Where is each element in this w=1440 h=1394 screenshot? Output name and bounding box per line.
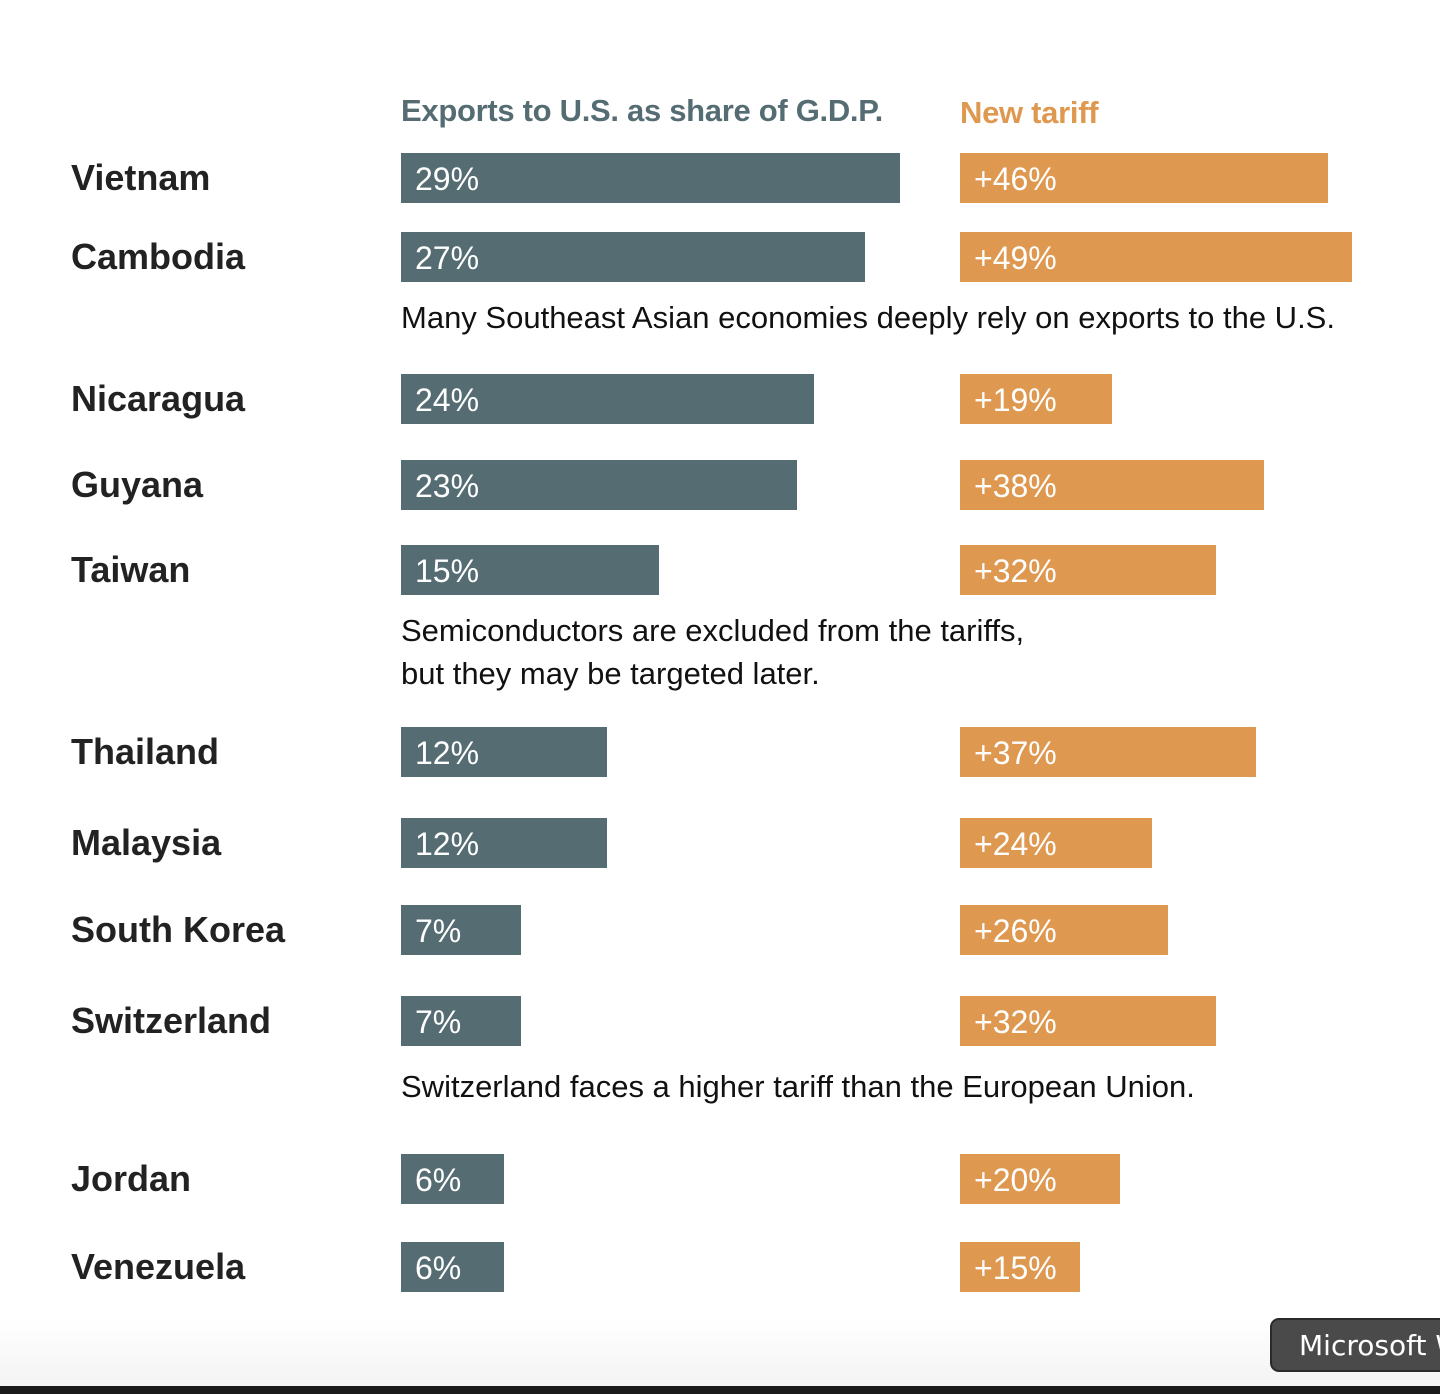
exports-value-south-korea: 7% [415,913,462,949]
exports-value-thailand: 12% [415,735,480,771]
tariff-value-venezuela: +15% [974,1250,1057,1286]
exports-bar-nicaragua: 24% [401,374,814,424]
tariff-value-thailand: +37% [974,735,1057,771]
tariff-value-south-korea: +26% [974,913,1057,949]
exports-bar-cambodia: 27% [401,232,865,282]
country-label-jordan: Jordan [71,1158,192,1199]
tariff-bar-cambodia: +49% [960,232,1352,282]
exports-value-nicaragua: 24% [415,382,480,418]
tariff-bar-jordan: +20% [960,1154,1120,1204]
tariff-bar-vietnam: +46% [960,153,1328,203]
tariff-value-switzerland: +32% [974,1004,1057,1040]
tariff-value-guyana: +38% [974,468,1057,504]
page-bottom-edge [0,1386,1440,1394]
annotation-3: Switzerland faces a higher tariff than t… [401,1069,1195,1104]
country-label-switzerland: Switzerland [71,1000,272,1041]
exports-bar-jordan: 6% [401,1154,504,1204]
exports-value-guyana: 23% [415,468,480,504]
tariff-bar-taiwan: +32% [960,545,1216,595]
exports-value-malaysia: 12% [415,826,480,862]
country-label-guyana: Guyana [71,464,204,505]
exports-value-taiwan: 15% [415,553,480,589]
header-tariff: New tariff [960,95,1099,130]
exports-bar-taiwan: 15% [401,545,659,595]
tariff-value-vietnam: +46% [974,161,1057,197]
header-exports: Exports to U.S. as share of G.D.P. [401,93,883,128]
exports-bar-guyana: 23% [401,460,797,510]
country-label-nicaragua: Nicaragua [71,378,246,419]
country-label-south-korea: South Korea [71,909,286,950]
tariff-value-jordan: +20% [974,1162,1057,1198]
tariff-bar-thailand: +37% [960,727,1256,777]
tariff-value-cambodia: +49% [974,240,1057,276]
country-label-venezuela: Venezuela [71,1246,246,1287]
exports-value-jordan: 6% [415,1162,462,1198]
annotation-1: Many Southeast Asian economies deeply re… [401,300,1335,335]
tariff-value-taiwan: +32% [974,553,1057,589]
tariff-value-malaysia: +24% [974,826,1057,862]
exports-bar-south-korea: 7% [401,905,521,955]
exports-bar-malaysia: 12% [401,818,607,868]
tooltip-text: Microsoft W [1299,1329,1440,1362]
annotation-2: Semiconductors are excluded from the tar… [401,613,1025,691]
exports-value-cambodia: 27% [415,240,480,276]
exports-bar-venezuela: 6% [401,1242,504,1292]
app-tooltip: Microsoft W [1270,1318,1440,1372]
tariff-bar-venezuela: +15% [960,1242,1080,1292]
tariff-bar-switzerland: +32% [960,996,1216,1046]
tariff-bar-nicaragua: +19% [960,374,1112,424]
exports-value-vietnam: 29% [415,161,480,197]
exports-bar-vietnam: 29% [401,153,900,203]
country-label-taiwan: Taiwan [71,549,191,590]
country-label-malaysia: Malaysia [71,822,222,863]
country-label-cambodia: Cambodia [71,236,246,277]
country-label-thailand: Thailand [71,731,220,772]
tariff-bar-guyana: +38% [960,460,1264,510]
tariff-value-nicaragua: +19% [974,382,1057,418]
page-footer-fade [0,1320,1440,1394]
exports-value-venezuela: 6% [415,1250,462,1286]
tariff-bar-malaysia: +24% [960,818,1152,868]
exports-bar-switzerland: 7% [401,996,521,1046]
exports-value-switzerland: 7% [415,1004,462,1040]
tariff-bar-south-korea: +26% [960,905,1168,955]
exports-bar-thailand: 12% [401,727,607,777]
country-label-vietnam: Vietnam [71,157,211,198]
